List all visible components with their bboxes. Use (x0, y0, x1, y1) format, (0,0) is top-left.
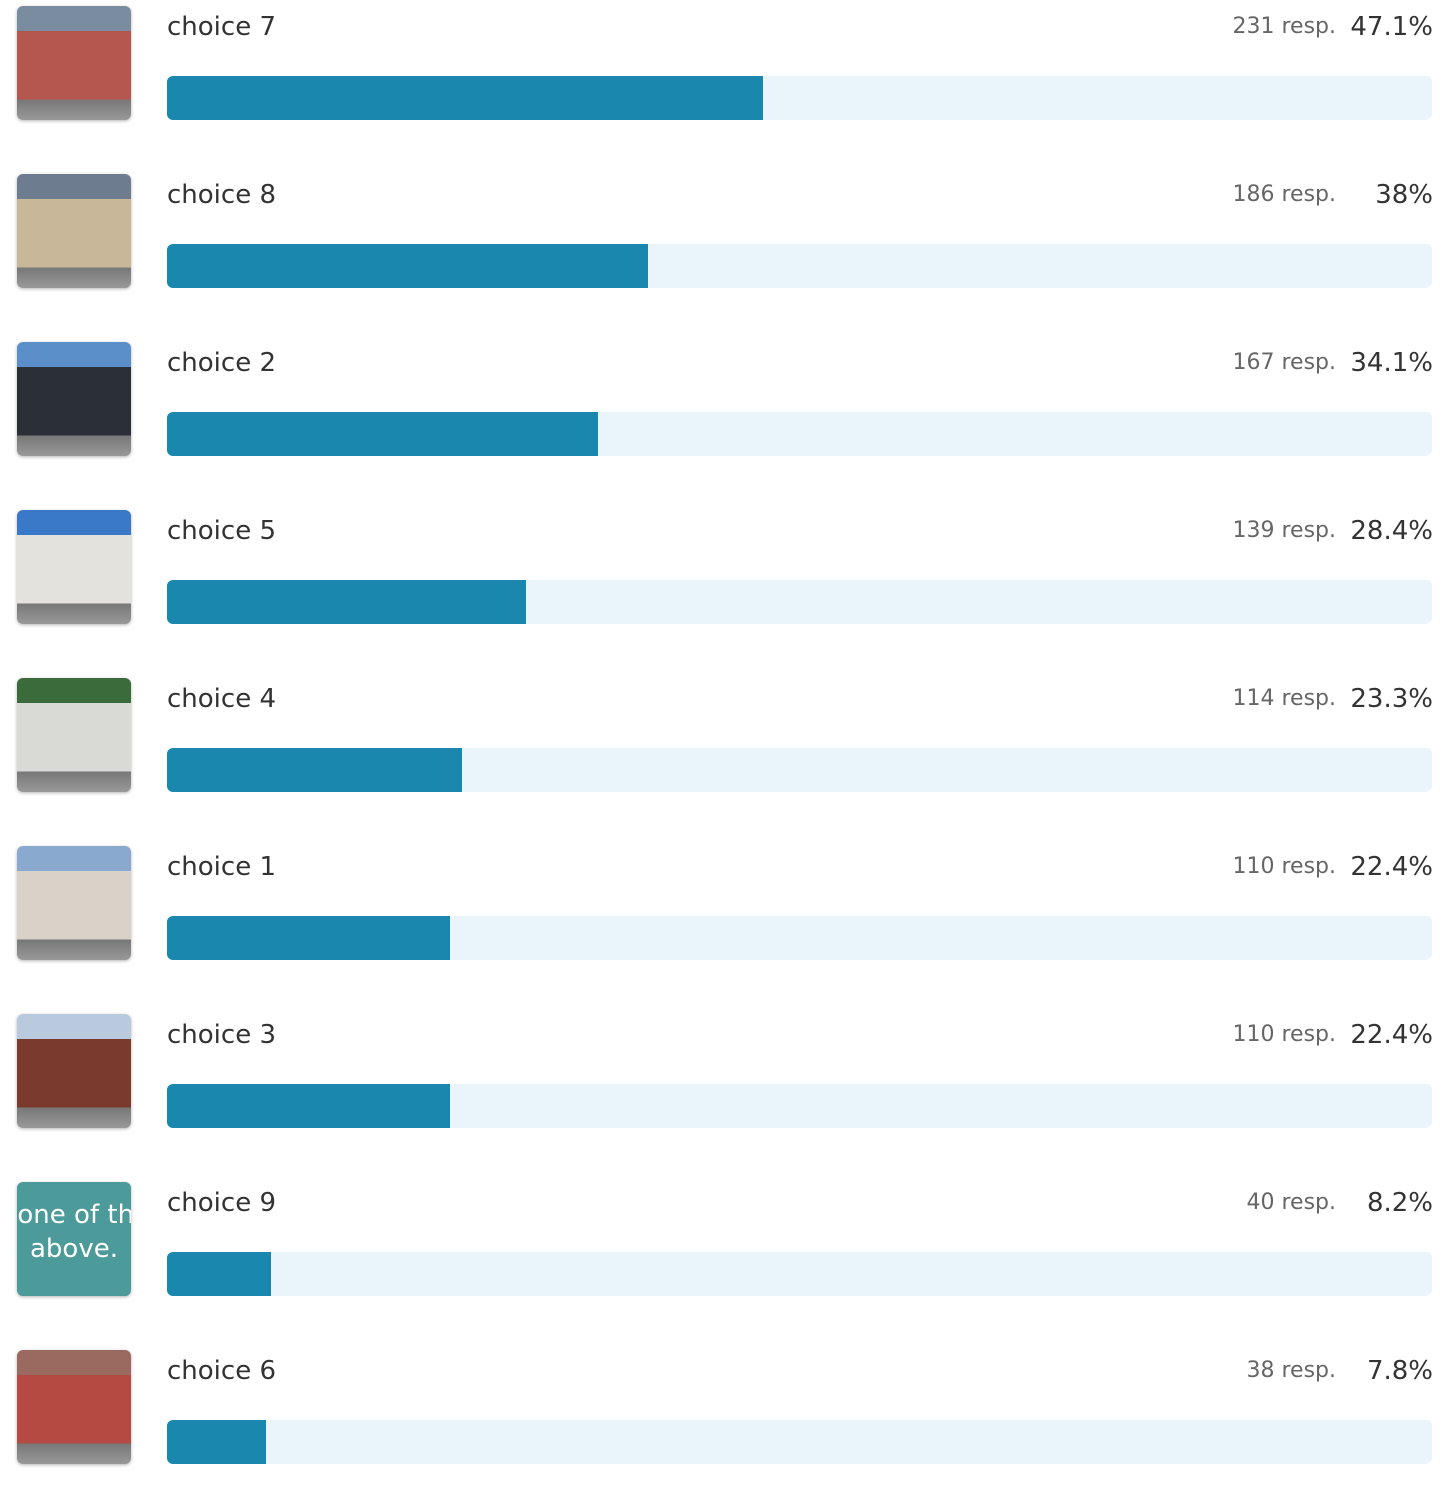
bar (167, 916, 451, 960)
result-row: choice 2 167 resp. 34.1% (0, 336, 1441, 504)
bar-track (167, 244, 1432, 288)
response-count: 167 resp. (1232, 350, 1336, 375)
bar-track (167, 916, 1432, 960)
thumbnail (17, 846, 131, 960)
percent-label: 28.4% (1350, 516, 1433, 546)
response-count: 110 resp. (1232, 1022, 1336, 1047)
bar-track (167, 1084, 1432, 1128)
bar-track (167, 412, 1432, 456)
bar (167, 1084, 451, 1128)
bar (167, 76, 763, 120)
result-row: choice 6 38 resp. 7.8% (0, 1344, 1441, 1512)
percent-label: 47.1% (1350, 12, 1433, 42)
percent-label: 7.8% (1366, 1356, 1433, 1386)
thumbnail (17, 174, 131, 288)
result-row: choice 3 110 resp. 22.4% (0, 1008, 1441, 1176)
result-row: choice 8 186 resp. 38% (0, 168, 1441, 336)
thumbnail (17, 1014, 131, 1128)
bar (167, 1420, 266, 1464)
response-count: 40 resp. (1246, 1190, 1336, 1215)
choice-label: choice 9 (167, 1188, 277, 1218)
choice-label: choice 2 (167, 348, 277, 378)
response-count: 38 resp. (1246, 1358, 1336, 1383)
bar-track (167, 1420, 1432, 1464)
bar-track (167, 748, 1432, 792)
result-row: choice 1 110 resp. 22.4% (0, 840, 1441, 1008)
choice-label: choice 6 (167, 1356, 277, 1386)
choice-label: choice 7 (167, 12, 277, 42)
choice-label: choice 8 (167, 180, 277, 210)
percent-label: 23.3% (1350, 684, 1433, 714)
bar (167, 412, 599, 456)
choice-label: choice 4 (167, 684, 277, 714)
thumbnail (17, 342, 131, 456)
response-count: 139 resp. (1232, 518, 1336, 543)
bar-track (167, 76, 1432, 120)
thumbnail (17, 510, 131, 624)
thumbnail (17, 1350, 131, 1464)
thumbnail (17, 6, 131, 120)
choice-label: choice 1 (167, 852, 277, 882)
response-count: 231 resp. (1232, 14, 1336, 39)
percent-label: 38% (1375, 180, 1433, 210)
bar-track (167, 580, 1432, 624)
results-page: choice 7 231 resp. 47.1% choice 8 186 resp. 3… (0, 0, 1441, 1464)
bar-track (167, 1252, 1432, 1296)
percent-label: 22.4% (1350, 1020, 1433, 1050)
result-row: choice 4 114 resp. 23.3% (0, 672, 1441, 840)
percent-label: 22.4% (1350, 852, 1433, 882)
response-count: 110 resp. (1232, 854, 1336, 879)
bar (167, 748, 462, 792)
choice-label: choice 3 (167, 1020, 277, 1050)
response-count: 186 resp. (1232, 182, 1336, 207)
bar (167, 244, 648, 288)
thumbnail: None of the above. (17, 1182, 131, 1296)
result-row: None of the above. choice 9 40 resp. 8.2% (0, 1176, 1441, 1344)
result-row: choice 5 139 resp. 28.4% (0, 504, 1441, 672)
response-count: 114 resp. (1232, 686, 1336, 711)
thumbnail (17, 678, 131, 792)
percent-label: 34.1% (1350, 348, 1433, 378)
choice-label: choice 5 (167, 516, 277, 546)
bar (167, 580, 527, 624)
bar (167, 1252, 271, 1296)
percent-label: 8.2% (1366, 1188, 1433, 1218)
result-row: choice 7 231 resp. 47.1% (0, 0, 1441, 168)
thumbnail-caption: None of the above. (17, 1200, 131, 1264)
